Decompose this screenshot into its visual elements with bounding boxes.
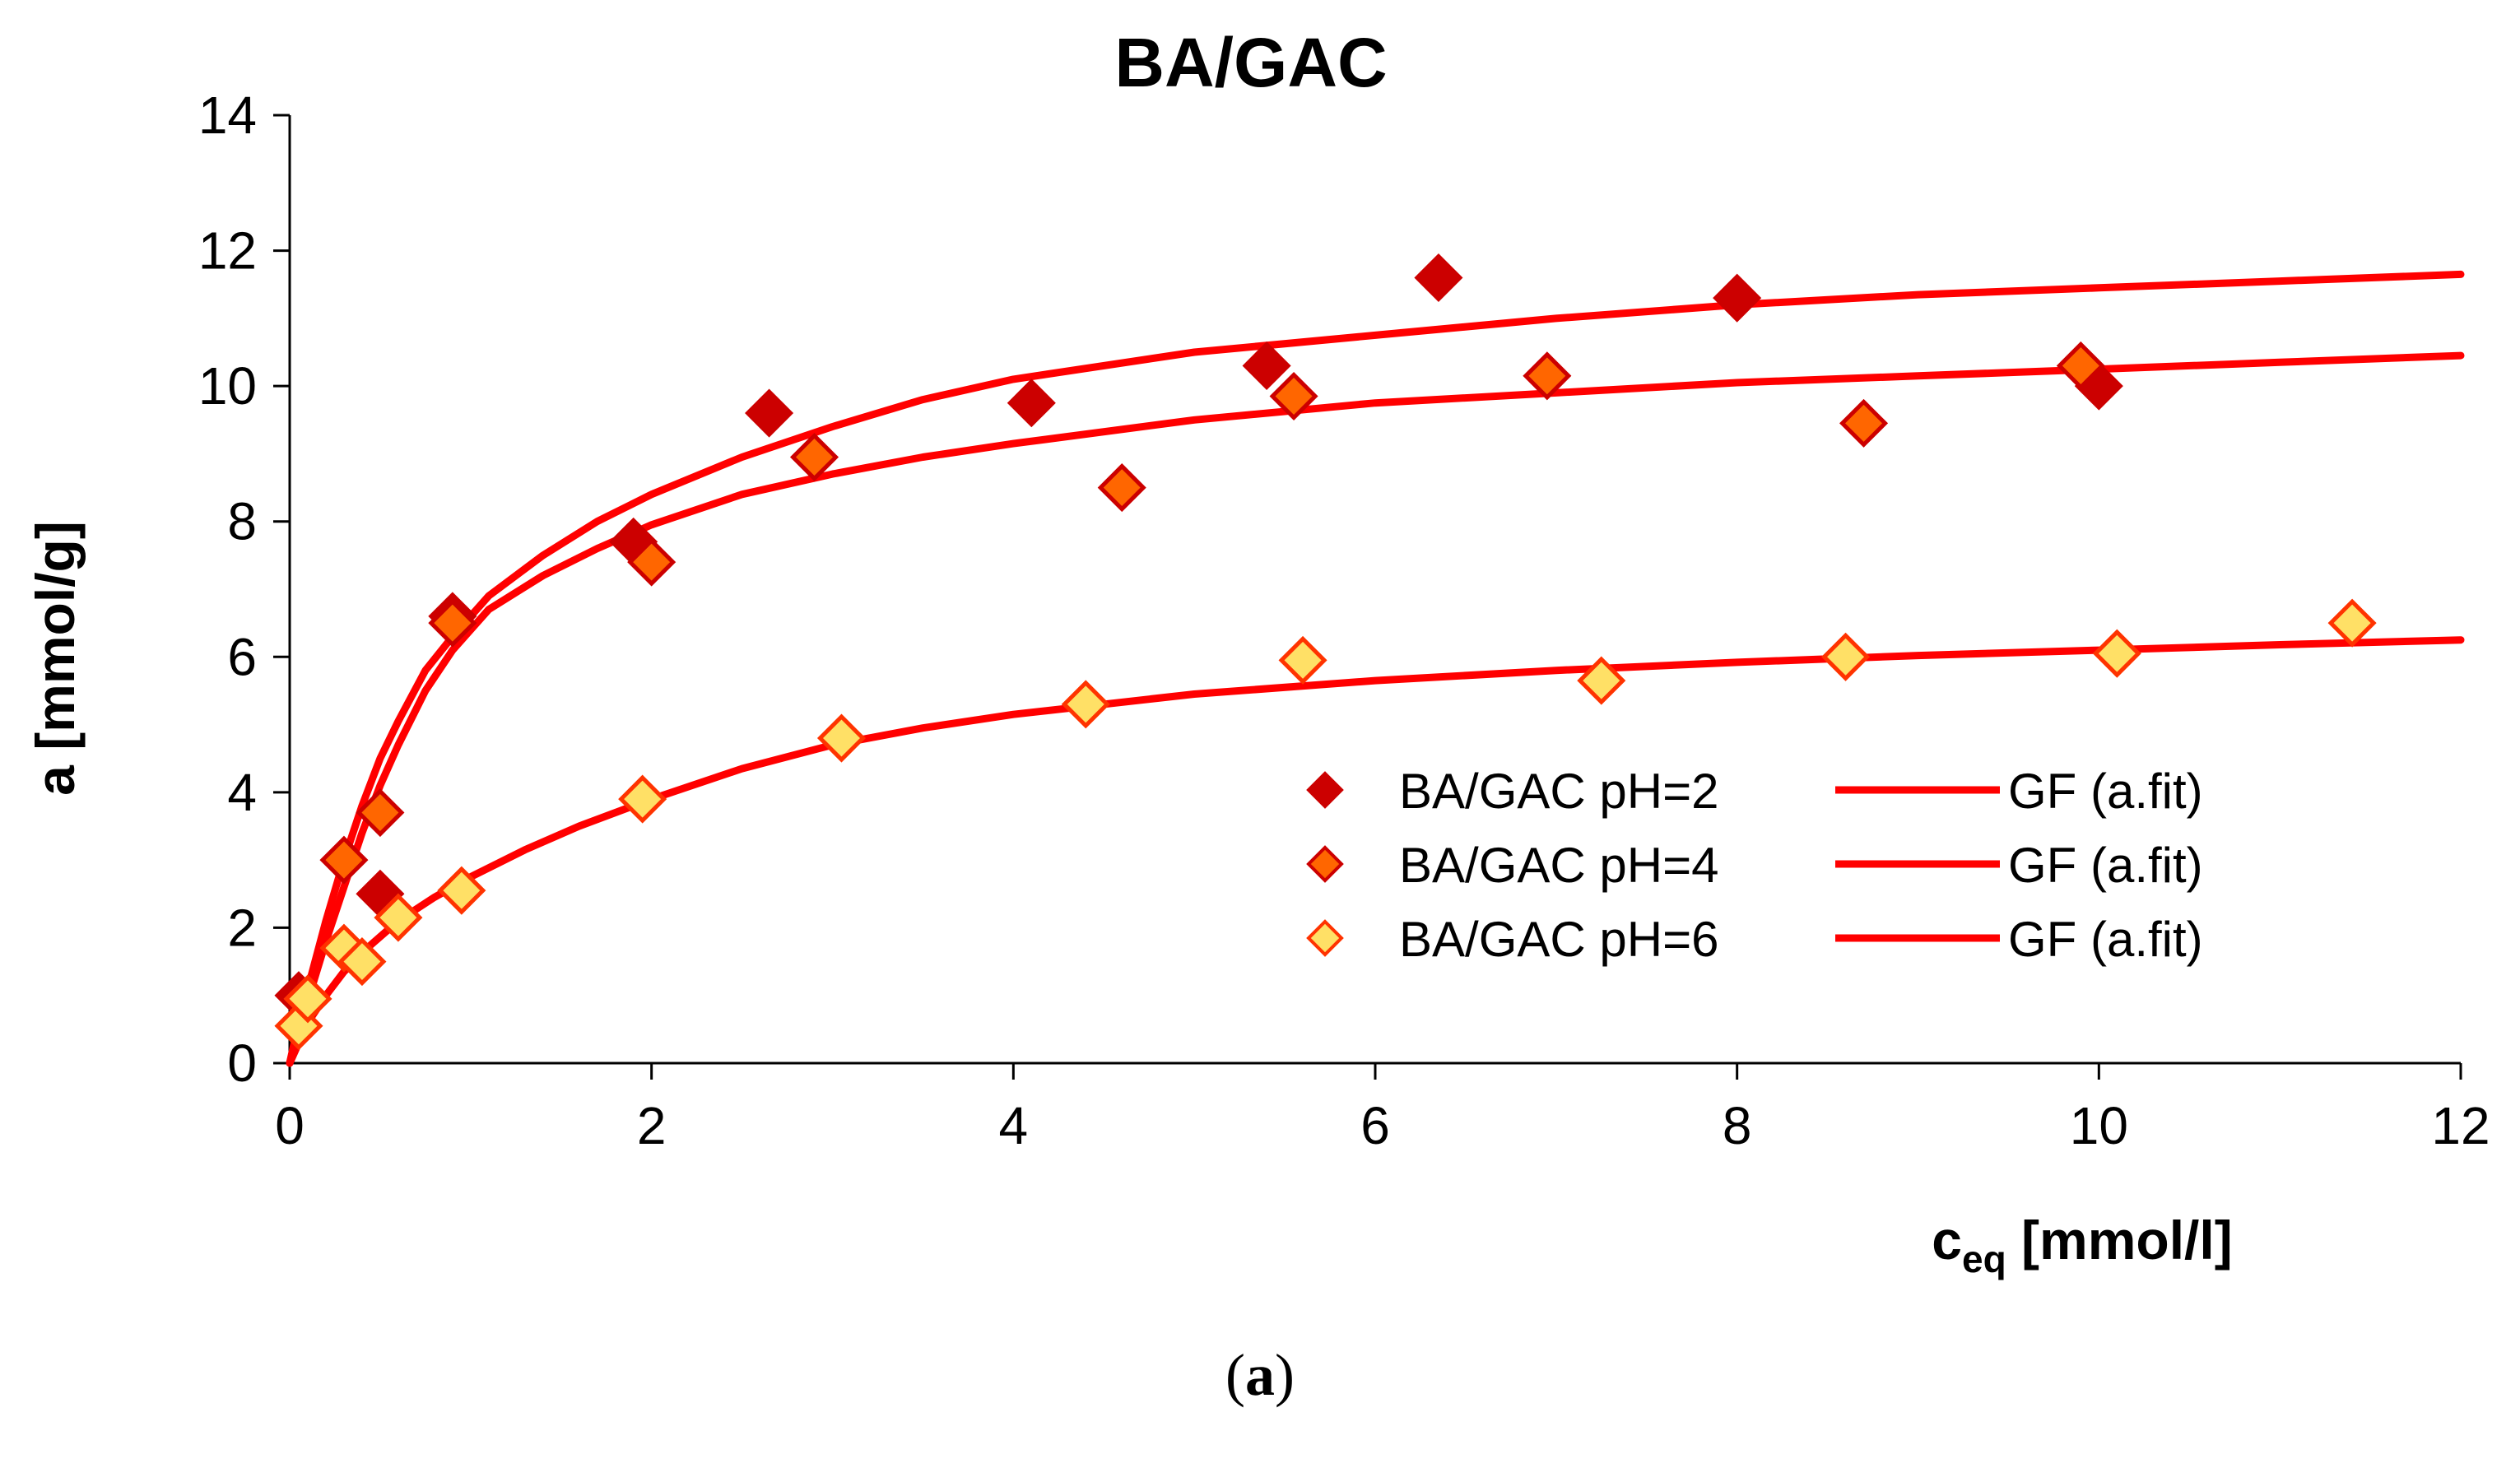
data-point-series-3 xyxy=(2092,629,2141,678)
data-point-series-3 xyxy=(437,866,486,915)
y-axis-label: a [mmol/g] xyxy=(25,521,86,796)
data-point-series-3 xyxy=(283,974,332,1024)
x-axis-label: ceq [mmol/l] xyxy=(1932,1210,2232,1280)
y-tick-label: 8 xyxy=(227,492,257,551)
y-tick-label: 2 xyxy=(227,898,257,957)
x-axis-label-main: c xyxy=(1932,1210,1962,1271)
y-tick-label: 6 xyxy=(227,627,257,686)
chart-title: BA/GAC xyxy=(1114,24,1387,101)
data-point-series-3 xyxy=(2327,598,2377,648)
x-tick-label: 6 xyxy=(1360,1096,1390,1155)
data-point-series-3 xyxy=(816,713,867,763)
x-tick-label: 8 xyxy=(1723,1096,1752,1155)
legend-label-series-3: BA/GAC pH=6 xyxy=(1399,912,1719,967)
data-point-series-2 xyxy=(2056,341,2105,390)
data-point-series-3 xyxy=(337,937,387,987)
data-point-series-3 xyxy=(618,774,667,824)
x-tick-label: 2 xyxy=(637,1096,667,1155)
y-tick-label: 4 xyxy=(227,763,257,822)
x-tick-label: 4 xyxy=(999,1096,1029,1155)
y-tick-label: 14 xyxy=(198,86,257,145)
data-point-series-1 xyxy=(745,388,794,438)
data-point-series-2 xyxy=(1097,463,1146,513)
figure-caption: (a) xyxy=(0,1341,2520,1410)
legend-marker-series-3 xyxy=(1306,919,1344,957)
legend-label-series-1: BA/GAC pH=2 xyxy=(1399,764,1719,819)
data-point-series-2 xyxy=(789,433,839,482)
data-point-series-3 xyxy=(1577,656,1626,705)
data-point-series-2 xyxy=(1269,371,1318,421)
axes: 0 2 4 6 8 10 12 14 0 2 4 6 8 10 12 xyxy=(198,86,2490,1155)
data-point-series-3 xyxy=(1278,635,1327,685)
caption-letter: a xyxy=(1245,1342,1275,1408)
data-point-series-1 xyxy=(1242,341,1291,390)
x-axis-label-subscript: eq xyxy=(1962,1238,2006,1280)
legend-label-series-2: BA/GAC pH=4 xyxy=(1399,838,1719,893)
data-point-series-2 xyxy=(356,788,405,838)
data-point-series-2 xyxy=(1839,398,1889,448)
caption-open: ( xyxy=(1225,1342,1245,1408)
x-tick-label: 10 xyxy=(2070,1096,2128,1155)
data-point-series-1 xyxy=(1713,273,1762,323)
legend-fit-label-3: GF (a.fit) xyxy=(2008,912,2203,967)
legend: BA/GAC pH=2 GF (a.fit) BA/GAC pH=4 GF (a.fi… xyxy=(1306,764,2203,967)
data-point-series-3 xyxy=(1061,680,1110,729)
x-tick-label: 12 xyxy=(2431,1096,2490,1155)
legend-fit-label-1: GF (a.fit) xyxy=(2008,764,2203,819)
legend-marker-series-2 xyxy=(1306,845,1344,883)
data-point-series-2 xyxy=(319,835,369,885)
data-point-series-2 xyxy=(627,537,676,587)
data-points xyxy=(274,253,2377,1051)
data-point-series-1 xyxy=(1007,379,1056,428)
x-axis-label-unit: [mmol/l] xyxy=(2006,1210,2233,1271)
data-point-series-3 xyxy=(1821,632,1871,681)
x-tick-label: 0 xyxy=(275,1096,305,1155)
data-point-series-3 xyxy=(374,893,423,942)
data-point-series-2 xyxy=(428,598,477,648)
y-tick-label: 10 xyxy=(198,356,257,416)
y-tick-label: 0 xyxy=(227,1034,257,1093)
y-tick-label: 12 xyxy=(198,221,257,281)
data-point-series-2 xyxy=(1523,351,1572,401)
legend-fit-label-2: GF (a.fit) xyxy=(2008,838,2203,893)
legend-marker-series-1 xyxy=(1306,771,1344,809)
caption-close: ) xyxy=(1275,1342,1295,1408)
data-point-series-1 xyxy=(1414,253,1463,303)
